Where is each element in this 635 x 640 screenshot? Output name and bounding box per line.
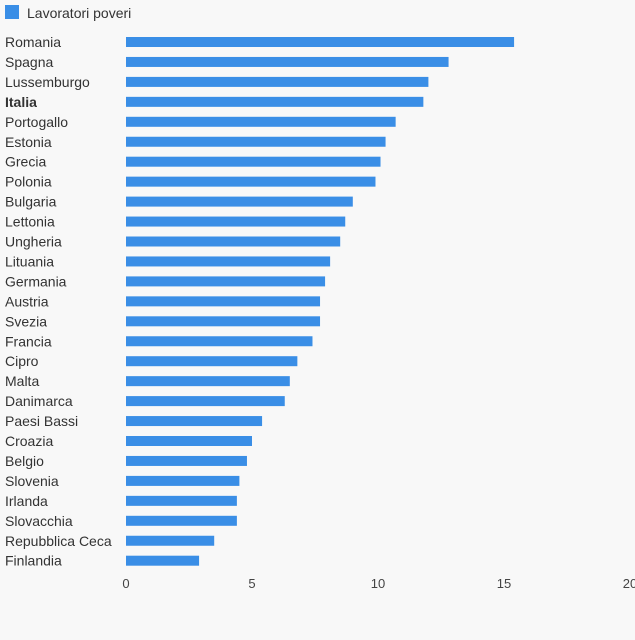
legend-swatch — [5, 5, 19, 19]
category-label: Grecia — [5, 154, 46, 170]
category-label: Germania — [5, 273, 67, 289]
category-label: Malta — [5, 373, 39, 389]
bar[interactable] — [126, 197, 353, 207]
bar[interactable] — [126, 356, 297, 366]
category-label: Francia — [5, 333, 52, 349]
category-label: Danimarca — [5, 393, 73, 409]
bar[interactable] — [126, 137, 386, 147]
bar[interactable] — [126, 476, 239, 486]
bar[interactable] — [126, 536, 214, 546]
category-label: Polonia — [5, 174, 52, 190]
bar[interactable] — [126, 217, 345, 227]
x-tick-label: 20 — [623, 576, 635, 591]
category-label: Lettonia — [5, 214, 55, 230]
category-label: Italia — [5, 94, 37, 110]
bar[interactable] — [126, 276, 325, 286]
bar[interactable] — [126, 237, 340, 247]
category-label: Paesi Bassi — [5, 413, 78, 429]
category-label: Croazia — [5, 433, 53, 449]
bar[interactable] — [126, 37, 514, 47]
legend-label: Lavoratori poveri — [27, 5, 131, 21]
bar[interactable] — [126, 177, 375, 187]
category-label: Slovenia — [5, 473, 59, 489]
bar[interactable] — [126, 296, 320, 306]
category-label: Austria — [5, 293, 49, 309]
category-label: Slovacchia — [5, 513, 73, 529]
bars — [126, 37, 514, 566]
category-label: Repubblica Ceca — [5, 533, 112, 549]
category-label: Portogallo — [5, 114, 68, 130]
category-label: Svezia — [5, 313, 47, 329]
bar[interactable] — [126, 77, 428, 87]
category-label: Ungheria — [5, 234, 62, 250]
bar[interactable] — [126, 456, 247, 466]
bar[interactable] — [126, 256, 330, 266]
bar[interactable] — [126, 436, 252, 446]
bar[interactable] — [126, 97, 423, 107]
category-label: Romania — [5, 34, 61, 50]
category-labels: Romania Spagna Lussemburgo Italia Portogallo… — [5, 34, 112, 569]
category-label: Lussemburgo — [5, 74, 90, 90]
category-label: Finlandia — [5, 553, 62, 569]
category-label: Cipro — [5, 353, 39, 369]
x-tick-label: 10 — [371, 576, 385, 591]
bar[interactable] — [126, 376, 290, 386]
bar[interactable] — [126, 556, 199, 566]
legend: Lavoratori poveri — [5, 5, 131, 21]
x-tick-label: 0 — [122, 576, 129, 591]
bar[interactable] — [126, 416, 262, 426]
category-label: Irlanda — [5, 493, 48, 509]
bar[interactable] — [126, 396, 285, 406]
bar[interactable] — [126, 496, 237, 506]
bar[interactable] — [126, 57, 449, 67]
x-axis-ticks: 0 5 10 15 20 — [122, 576, 635, 591]
category-label: Estonia — [5, 134, 52, 150]
x-tick-label: 15 — [497, 576, 511, 591]
category-label: Spagna — [5, 54, 53, 70]
bar[interactable] — [126, 316, 320, 326]
bar[interactable] — [126, 157, 381, 167]
bar[interactable] — [126, 117, 396, 127]
category-label: Bulgaria — [5, 194, 57, 210]
category-label: Belgio — [5, 453, 44, 469]
bar[interactable] — [126, 516, 237, 526]
bar[interactable] — [126, 336, 312, 346]
category-label: Lituania — [5, 253, 54, 269]
x-tick-label: 5 — [248, 576, 255, 591]
